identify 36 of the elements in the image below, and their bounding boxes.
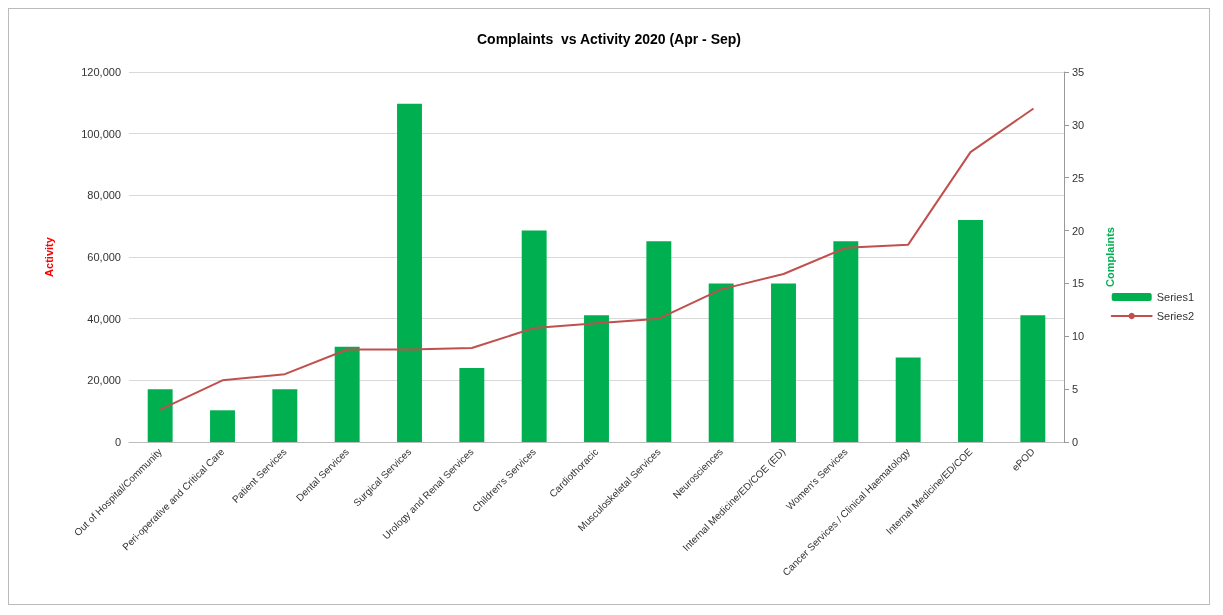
bar [708, 283, 734, 442]
y-tick-label: 20,000 [87, 374, 121, 387]
y2-tick-label: 5 [1072, 383, 1079, 396]
y2-tick-label: 25 [1072, 171, 1085, 184]
y2-tick-label: 35 [1072, 66, 1085, 78]
bar [833, 241, 859, 442]
y-tick-label: 100,000 [81, 127, 121, 140]
y2-tick-label: 0 [1072, 436, 1079, 448]
chart-title: Complaints vs Activity 2020 (Apr - Sep) [477, 31, 741, 47]
bar [459, 368, 485, 442]
bar [1020, 315, 1046, 442]
y2-tick-label: 20 [1072, 224, 1085, 237]
legend-label: Series2 [1156, 310, 1194, 322]
bar [147, 389, 173, 442]
bar [334, 346, 360, 442]
bar [397, 103, 422, 442]
bar [771, 283, 796, 442]
y-tick-label: 80,000 [87, 189, 121, 202]
bar [646, 241, 672, 442]
legend-label: Series1 [1156, 291, 1194, 303]
bar [958, 220, 983, 442]
y-tick-label: 60,000 [87, 251, 121, 263]
line-series [159, 108, 1034, 411]
bar [895, 357, 921, 442]
y-tick-label: 0 [114, 436, 121, 448]
y2-tick-label: 10 [1072, 330, 1085, 343]
y-tick-label: 120,000 [81, 66, 121, 78]
bar [521, 230, 547, 442]
bar [210, 410, 235, 442]
y-axis-title: Activity [42, 236, 55, 277]
bar [584, 315, 609, 442]
y-tick-label: 40,000 [87, 312, 121, 325]
y2-axis-title: Complaints [1103, 227, 1116, 287]
bar [272, 389, 298, 442]
y2-tick-label: 15 [1072, 277, 1085, 290]
y2-tick-label: 30 [1072, 118, 1085, 131]
